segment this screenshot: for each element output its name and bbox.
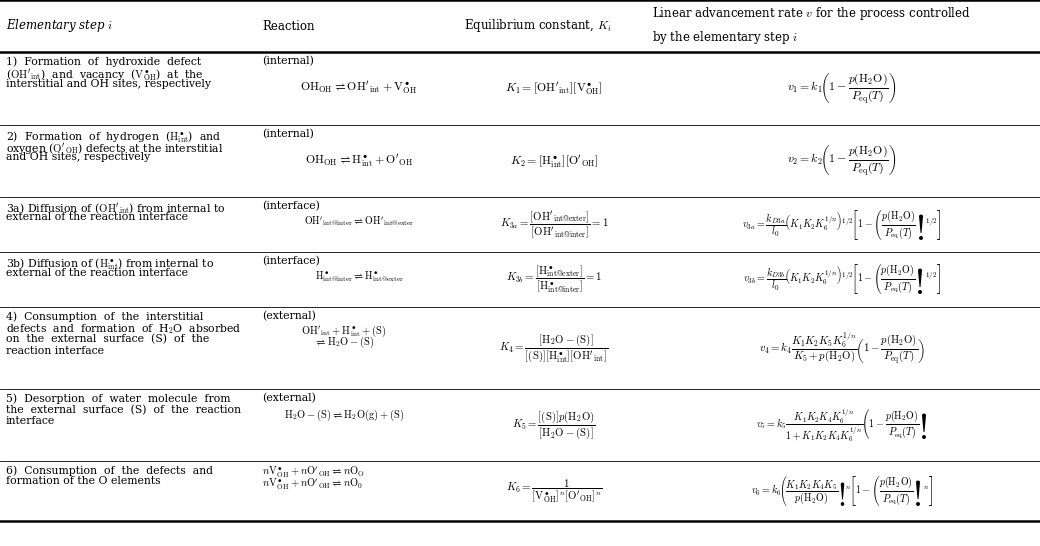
Text: $K_6 = \dfrac{1}{[\mathrm{V^\bullet_{OH}}]^n [\mathrm{O'_{OH}}]^n}$: $K_6 = \dfrac{1}{[\mathrm{V^\bullet_{OH}… bbox=[505, 478, 602, 505]
Text: interface: interface bbox=[6, 416, 55, 426]
Text: $v_1 = k_1\!\left(1 - \dfrac{p(\mathrm{H_2O})}{P_{\mathrm{eq}}(T)}\right)$: $v_1 = k_1\!\left(1 - \dfrac{p(\mathrm{H… bbox=[787, 72, 896, 105]
Text: $\mathrm{OH'_{int} + H^\bullet_{int} + (S)}$: $\mathrm{OH'_{int} + H^\bullet_{int} + (… bbox=[302, 323, 387, 339]
Text: $v_6 = k_6\!\left(\dfrac{K_1 K_2 K_4 K_5}{p(\mathrm{H_2O})}\right)^{\!n}\!\left[: $v_6 = k_6\!\left(\dfrac{K_1 K_2 K_4 K_5… bbox=[751, 474, 933, 508]
Text: $v_{3a} = \dfrac{k_{D3a}}{l_0}\!\left(K_1 K_2 K_6^{1/n}\right)^{1/2}\!\left[1 - : $v_{3a} = \dfrac{k_{D3a}}{l_0}\!\left(K_… bbox=[743, 207, 942, 241]
Text: the  external  surface  (S)  of  the  reaction: the external surface (S) of the reaction bbox=[6, 405, 241, 415]
Text: $n\mathrm{V^\bullet_{OH}} + n\mathrm{O'_{OH}} \rightleftharpoons n\mathrm{O_O}$: $n\mathrm{V^\bullet_{OH}} + n\mathrm{O'_… bbox=[262, 465, 365, 480]
Text: $K_2 = [\mathrm{H^\bullet_{int}}][\mathrm{O'_{OH}}]$: $K_2 = [\mathrm{H^\bullet_{int}}][\mathr… bbox=[510, 152, 598, 170]
Text: Elementary step $i$: Elementary step $i$ bbox=[6, 17, 113, 34]
Text: (internal): (internal) bbox=[262, 56, 314, 66]
Text: defects  and  formation  of  H$_2$O  absorbed: defects and formation of H$_2$O absorbed bbox=[6, 323, 241, 336]
Text: $\mathrm{H^\bullet_{int@inter} \rightleftharpoons H^\bullet_{int@exter}}$: $\mathrm{H^\bullet_{int@inter} \rightlef… bbox=[315, 270, 404, 284]
Text: on  the  external  surface  (S)  of  the: on the external surface (S) of the bbox=[6, 334, 209, 345]
Text: $K_5 = \dfrac{[(\mathrm{S})]p(\mathrm{H_2O})}{[\mathrm{H_2O-(S)}]}$: $K_5 = \dfrac{[(\mathrm{S})]p(\mathrm{H_… bbox=[512, 409, 596, 441]
Text: 3a) Diffusion of ($\mathrm{OH'_{int}}$) from internal to: 3a) Diffusion of ($\mathrm{OH'_{int}}$) … bbox=[6, 201, 226, 216]
Text: $K_{3a} = \dfrac{[\mathrm{OH'_{int@exter}}]}{[\mathrm{OH'_{int@inter}}]} = 1$: $K_{3a} = \dfrac{[\mathrm{OH'_{int@exter… bbox=[499, 209, 608, 240]
Text: 1)  Formation  of  hydroxide  defect: 1) Formation of hydroxide defect bbox=[6, 56, 201, 67]
Text: Linear advancement rate $v$ for the process controlled: Linear advancement rate $v$ for the proc… bbox=[652, 5, 971, 22]
Text: $v_4 = k_4 \dfrac{K_1 K_2 K_5 K_6^{1/n}}{K_5 + p(\mathrm{H_2O})}\!\left(1 - \dfr: $v_4 = k_4 \dfrac{K_1 K_2 K_5 K_6^{1/n}}… bbox=[759, 330, 925, 366]
Text: (interface): (interface) bbox=[262, 256, 320, 266]
Text: (internal): (internal) bbox=[262, 129, 314, 139]
Text: $\rightleftharpoons \mathrm{H_2O-(S)}$: $\rightleftharpoons \mathrm{H_2O-(S)}$ bbox=[314, 335, 374, 351]
Text: (external): (external) bbox=[262, 311, 316, 321]
Text: $K_4 = \dfrac{[\mathrm{H_2O-(S)}]}{[(\mathrm{S})][\mathrm{H^\bullet_{int}}][\mat: $K_4 = \dfrac{[\mathrm{H_2O-(S)}]}{[(\ma… bbox=[499, 332, 608, 364]
Text: ($\mathrm{OH'_{int}}$)  and  vacancy  ($\mathrm{V^\bullet_{OH}}$)  at  the: ($\mathrm{OH'_{int}}$) and vacancy ($\ma… bbox=[6, 68, 204, 84]
Text: external of the reaction interface: external of the reaction interface bbox=[6, 212, 188, 223]
Text: $K_1 = [\mathrm{OH'_{int}}][\mathrm{V^\bullet_{OH}}]$: $K_1 = [\mathrm{OH'_{int}}][\mathrm{V^\b… bbox=[505, 80, 603, 97]
Text: $\mathrm{OH_{OH} \rightleftharpoons H^\bullet_{int} + O'_{OH}}$: $\mathrm{OH_{OH} \rightleftharpoons H^\b… bbox=[305, 152, 413, 169]
Text: 3b) Diffusion of ($\mathrm{H^\bullet_{int}}$) from internal to: 3b) Diffusion of ($\mathrm{H^\bullet_{in… bbox=[6, 256, 214, 272]
Text: and OH sites, respectively: and OH sites, respectively bbox=[6, 152, 150, 162]
Text: 5)  Desorption  of  water  molecule  from: 5) Desorption of water molecule from bbox=[6, 393, 231, 403]
Text: $\mathrm{OH'_{int@inter} \rightleftharpoons OH'_{int@exter}}$: $\mathrm{OH'_{int@inter} \rightleftharpo… bbox=[304, 215, 414, 228]
Text: by the elementary step $i$: by the elementary step $i$ bbox=[652, 28, 799, 45]
Text: $v_{3b} = \dfrac{k_{D3b}}{l_0}\!\left(K_1 K_2 K_6^{1/n}\right)^{1/2}\!\left[1 - : $v_{3b} = \dfrac{k_{D3b}}{l_0}\!\left(K_… bbox=[743, 263, 941, 296]
Text: Equilibrium constant, $K_i$: Equilibrium constant, $K_i$ bbox=[464, 17, 612, 34]
Text: $\mathrm{OH_{OH} \rightleftharpoons OH'_{int} + V^\bullet_{OH}}$: $\mathrm{OH_{OH} \rightleftharpoons OH'_… bbox=[301, 79, 417, 96]
Text: 2)  Formation  of  hydrogen  ($\mathrm{H^\bullet_{int}}$)  and: 2) Formation of hydrogen ($\mathrm{H^\bu… bbox=[6, 129, 222, 145]
Text: $v_5 = k_5 \dfrac{K_1 K_2 K_4 K_6^{1/n}}{1 + K_1 K_2 K_4 K_6^{1/n}}\!\left(1 - \: $v_5 = k_5 \dfrac{K_1 K_2 K_4 K_6^{1/n}}… bbox=[756, 406, 928, 444]
Text: external of the reaction interface: external of the reaction interface bbox=[6, 268, 188, 277]
Text: oxygen ($\mathrm{O'_{OH}}$) defects at the interstitial: oxygen ($\mathrm{O'_{OH}}$) defects at t… bbox=[6, 140, 224, 156]
Text: (interface): (interface) bbox=[262, 201, 320, 211]
Text: reaction interface: reaction interface bbox=[6, 346, 104, 355]
Text: Reaction: Reaction bbox=[262, 20, 314, 33]
Text: $K_{3b} = \dfrac{[\mathrm{H^\bullet_{int@exter}}]}{[\mathrm{H^\bullet_{int@inter: $K_{3b} = \dfrac{[\mathrm{H^\bullet_{int… bbox=[505, 264, 602, 295]
Text: $\mathrm{H_2O-(S) \rightleftharpoons H_2O(g) + (S)}$: $\mathrm{H_2O-(S) \rightleftharpoons H_2… bbox=[284, 407, 405, 423]
Text: 6)  Consumption  of  the  defects  and: 6) Consumption of the defects and bbox=[6, 465, 213, 476]
Text: $v_2 = k_2\!\left(1 - \dfrac{p(\mathrm{H_2O})}{P_{\mathrm{eq}}(T)}\right)$: $v_2 = k_2\!\left(1 - \dfrac{p(\mathrm{H… bbox=[787, 144, 896, 178]
Text: 4)  Consumption  of  the  interstitial: 4) Consumption of the interstitial bbox=[6, 311, 204, 322]
Text: (external): (external) bbox=[262, 393, 316, 403]
Text: interstitial and OH sites, respectively: interstitial and OH sites, respectively bbox=[6, 79, 211, 89]
Text: $n\mathrm{V^\bullet_{OH}} + n\mathrm{O'_{OH}} \rightleftharpoons n\mathrm{O_0}$: $n\mathrm{V^\bullet_{OH}} + n\mathrm{O'_… bbox=[262, 477, 363, 491]
Text: formation of the O elements: formation of the O elements bbox=[6, 477, 160, 486]
